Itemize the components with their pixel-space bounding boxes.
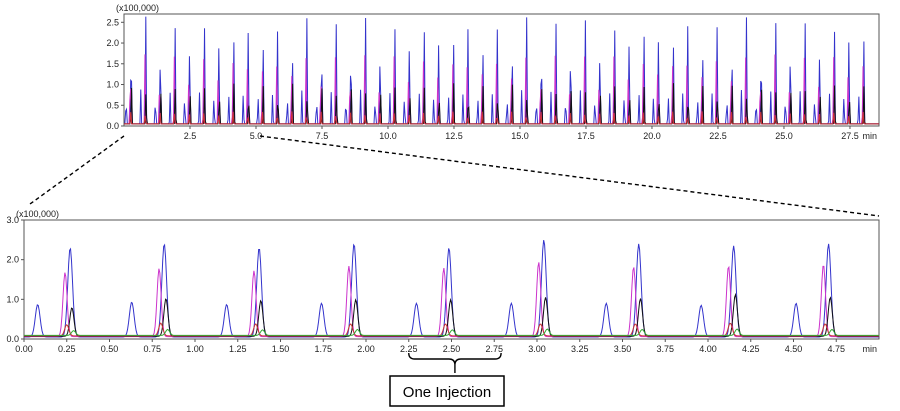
zoom-x-tick-label: 2.25 bbox=[400, 344, 418, 354]
zoom-series-line bbox=[24, 262, 879, 338]
overview-y-tick-label: 0.0 bbox=[106, 121, 119, 131]
zoom-y-tick-label: 2.0 bbox=[6, 255, 19, 265]
overview-x-tick-label: 15.0 bbox=[511, 131, 529, 141]
overview-y-multiplier-label: (x100,000) bbox=[116, 3, 159, 13]
overview-series-line bbox=[124, 111, 879, 125]
zoom-x-tick-label: 0.50 bbox=[101, 344, 119, 354]
zoom-x-tick-label: 0.25 bbox=[58, 344, 76, 354]
overview-y-tick-label: 2.0 bbox=[106, 38, 119, 48]
zoom-x-tick-label: 0.75 bbox=[143, 344, 161, 354]
zoom-connector-lines bbox=[29, 135, 880, 217]
zoom-x-tick-label: 4.75 bbox=[827, 344, 845, 354]
overview-x-tick-label: 2.5 bbox=[184, 131, 197, 141]
injection-bracket bbox=[408, 352, 502, 373]
overview-y-tick-label: 1.0 bbox=[106, 80, 119, 90]
zoom-y-tick-label: 1.0 bbox=[6, 294, 19, 304]
zoom-y-tick-label: 3.0 bbox=[6, 215, 19, 225]
zoom-y-tick-label: 0.0 bbox=[6, 334, 19, 344]
one-injection-annotation: One Injection bbox=[389, 352, 505, 407]
zoom-x-tick-label: 2.00 bbox=[357, 344, 375, 354]
zoom-x-tick-label: 1.75 bbox=[314, 344, 332, 354]
zoom-series-line bbox=[24, 328, 879, 336]
zoom-series-line bbox=[24, 292, 879, 337]
overview-y-tick-label: 0.5 bbox=[106, 100, 119, 110]
zoom-series-line bbox=[24, 240, 879, 338]
overview-x-tick-label: 22.5 bbox=[709, 131, 727, 141]
zoom-y-multiplier-label: (x100,000) bbox=[16, 209, 59, 219]
zoom-x-tick-label: 4.50 bbox=[785, 344, 803, 354]
annotation-box bbox=[389, 375, 505, 407]
overview-x-tick-label: 5.0 bbox=[250, 131, 263, 141]
overview-x-tick-label: 20.0 bbox=[643, 131, 661, 141]
zoom-x-tick-label: 3.50 bbox=[614, 344, 632, 354]
zoom-x-tick-label: 0.00 bbox=[15, 344, 33, 354]
annotation-label: One Injection bbox=[403, 384, 491, 401]
overview-x-unit-label: min bbox=[862, 131, 877, 141]
zoom-x-tick-label: 1.50 bbox=[272, 344, 290, 354]
overview-chromatogram: 0.0 0.5 1.0 1.5 2.0 2.5 2.5 5.0 7.5 10.0 12.5 15.0 1… bbox=[106, 3, 880, 141]
overview-x-tick-label: 17.5 bbox=[577, 131, 595, 141]
zoom-x-tick-label: 2.50 bbox=[443, 344, 461, 354]
zoom-x-tick-label: 4.25 bbox=[742, 344, 760, 354]
overview-y-tick-label: 2.5 bbox=[106, 17, 119, 27]
overview-x-tick-label: 10.0 bbox=[379, 131, 397, 141]
overview-y-tick-label: 1.5 bbox=[106, 59, 119, 69]
overview-plot-frame bbox=[123, 13, 880, 127]
zoom-x-unit-label: min bbox=[862, 344, 877, 354]
zoom-x-tick-label: 3.00 bbox=[528, 344, 546, 354]
overview-x-tick-label: 12.5 bbox=[445, 131, 463, 141]
zoom-x-tick-label: 3.75 bbox=[656, 344, 674, 354]
zoom-series-line bbox=[24, 322, 879, 337]
overview-x-tick-label: 27.5 bbox=[841, 131, 859, 141]
overview-x-tick-label: 7.5 bbox=[316, 131, 329, 141]
zoom-chromatogram: 0.0 1.0 2.0 3.0 0.00 0.25 0.50 0.75 1.00 1.25 1.50… bbox=[6, 209, 880, 354]
zoom-connector-right bbox=[259, 135, 880, 217]
zoom-connector-left bbox=[29, 135, 125, 205]
zoom-x-tick-label: 2.75 bbox=[485, 344, 503, 354]
zoom-x-tick-label: 3.25 bbox=[571, 344, 589, 354]
overview-x-tick-label: 25.0 bbox=[775, 131, 793, 141]
zoom-x-tick-label: 4.00 bbox=[699, 344, 717, 354]
zoom-x-tick-label: 1.25 bbox=[229, 344, 247, 354]
zoom-x-tick-label: 1.00 bbox=[186, 344, 204, 354]
